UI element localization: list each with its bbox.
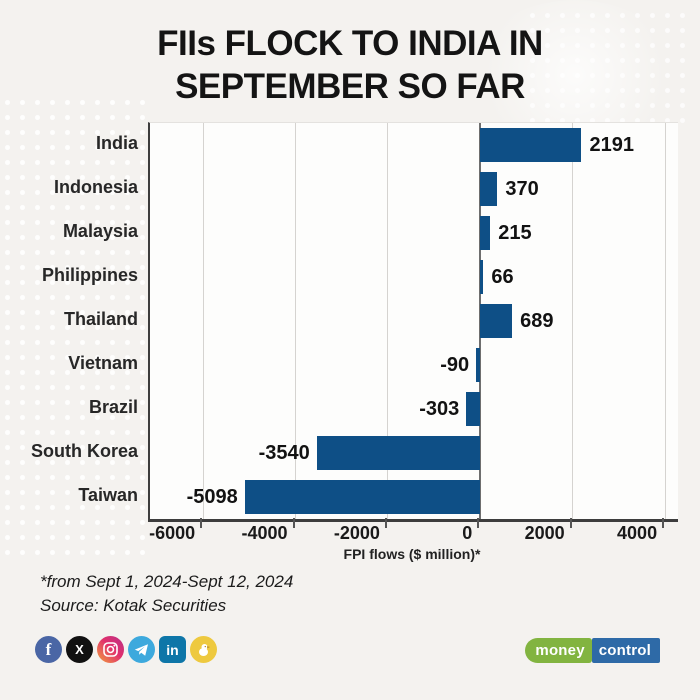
gridline	[664, 123, 666, 519]
x-twitter-icon[interactable]: X	[66, 636, 93, 663]
x-axis-title: FPI flows ($ million)*	[343, 546, 481, 562]
category-label-indonesia: Indonesia	[53, 177, 138, 197]
category-label-brazil: Brazil	[88, 397, 138, 417]
bar-india	[480, 128, 582, 162]
x-tick-mark	[569, 518, 572, 528]
facebook-icon[interactable]: f	[35, 636, 62, 663]
moneycontrol-logo-money: money	[525, 638, 592, 663]
title-line-2: SEPTEMBER SO FAR	[175, 67, 525, 106]
title-line-1: FIIs FLOCK TO INDIA IN	[157, 24, 543, 63]
bar-south-korea	[316, 436, 481, 470]
bar-brazil	[466, 392, 481, 426]
x-tick-mark	[477, 518, 480, 528]
x-tick-label: -4000	[241, 523, 288, 543]
x-tick-mark	[662, 518, 665, 528]
bar-chart-plot-area: 2191 370 215 66 689 -90 -303 -3540 -5098	[148, 122, 678, 522]
category-label-taiwan: Taiwan	[78, 485, 138, 505]
value-label: -3540	[258, 442, 310, 464]
value-label: 370	[505, 178, 539, 200]
bar-taiwan	[244, 480, 481, 514]
value-label: -303	[419, 398, 460, 420]
bar-vietnam	[476, 348, 481, 382]
value-label: 66	[491, 266, 514, 288]
bar-malaysia	[480, 216, 491, 250]
koo-icon[interactable]	[190, 636, 217, 663]
linkedin-icon[interactable]: in	[159, 636, 186, 663]
bar-thailand	[480, 304, 513, 338]
gridline	[295, 123, 296, 519]
x-axis-tick-labels: -6000 -4000 -2000 0 2000 4000	[148, 518, 676, 547]
gridline	[387, 123, 389, 519]
x-tick-mark	[200, 518, 203, 528]
category-label-malaysia: Malaysia	[62, 221, 138, 241]
x-tick-label: -6000	[149, 523, 196, 543]
value-label: -90	[440, 354, 470, 376]
category-label-philippines: Philippines	[41, 265, 138, 285]
category-label-vietnam: Vietnam	[68, 353, 138, 373]
x-tick-mark	[292, 518, 295, 528]
footnote-source: Source: Kotak Securities	[40, 596, 227, 615]
category-label-south-korea: South Korea	[30, 441, 138, 461]
value-label: 215	[498, 222, 532, 244]
page-title: FIIs FLOCK TO INDIA IN SEPTEMBER SO FAR	[0, 22, 700, 108]
footnote-period: *from Sept 1, 2024-Sept 12, 2024	[40, 572, 294, 591]
category-axis-labels: India Indonesia Malaysia Philippines Thailan…	[0, 122, 138, 518]
x-tick-label: 0	[462, 523, 473, 543]
x-tick-mark	[384, 518, 387, 528]
x-tick-label: 4000	[617, 523, 658, 543]
x-tick-label: 2000	[524, 523, 565, 543]
value-label: 689	[520, 310, 554, 332]
moneycontrol-logo-control: control	[591, 638, 660, 663]
bar-indonesia	[480, 172, 498, 206]
bar-philippines	[480, 260, 484, 294]
telegram-icon[interactable]	[128, 636, 155, 663]
social-icons: f X in	[35, 636, 217, 663]
value-label: 2191	[589, 134, 635, 156]
gridline	[202, 123, 204, 519]
instagram-icon[interactable]	[97, 636, 124, 663]
value-label: -5098	[186, 486, 238, 508]
category-label-india: India	[95, 133, 138, 153]
category-label-thailand: Thailand	[63, 309, 138, 329]
footnote: *from Sept 1, 2024-Sept 12, 2024 Source:…	[40, 570, 293, 618]
x-tick-label: -2000	[333, 523, 380, 543]
moneycontrol-logo: money control	[525, 638, 660, 663]
gridline	[572, 123, 574, 519]
